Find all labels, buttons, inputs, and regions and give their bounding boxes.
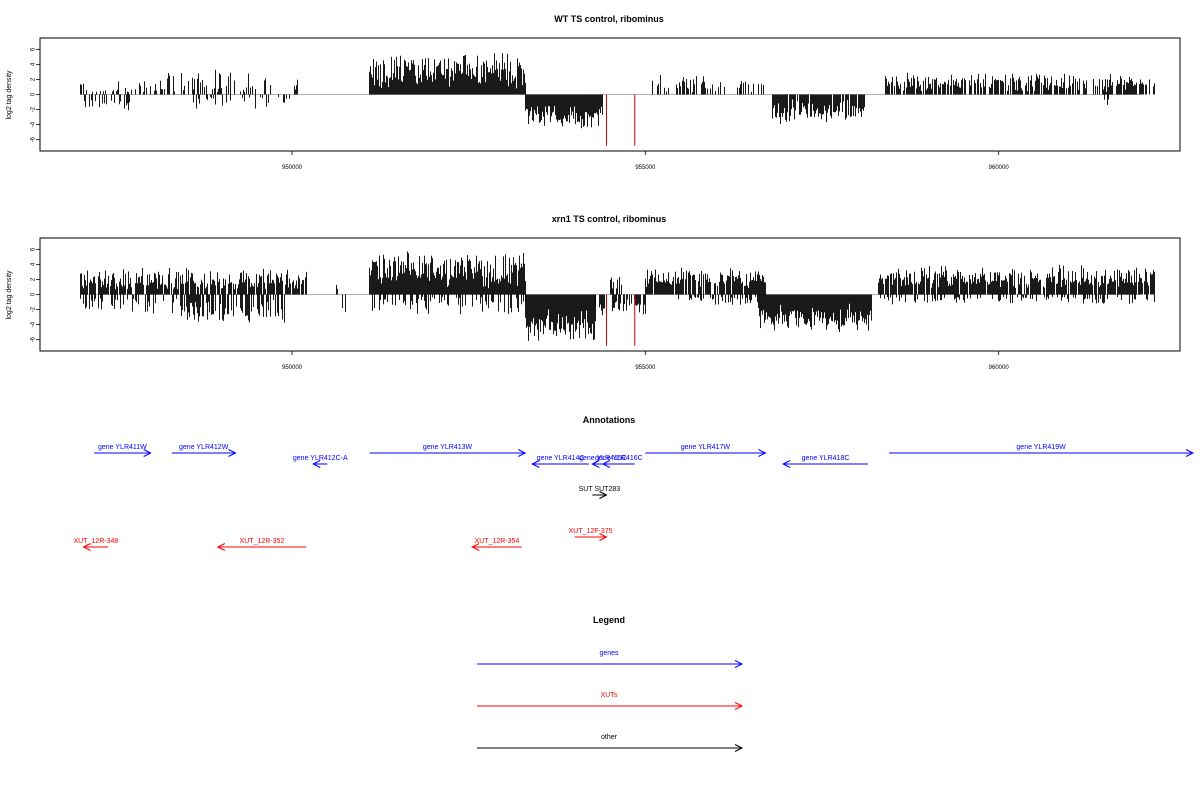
wt-coverage-panel: WT TS control, ribominus log2 tag densit… [6,14,1181,171]
y-tick-label: 6 [31,247,37,251]
feature-label: gene YLR418C [802,455,850,462]
axis-ticks: -6 -4 -2 0 2 4 6 950000 955000 960000 [31,247,1010,371]
feature-arrowhead [216,543,226,551]
legend-label: genes [599,650,619,657]
feature-label: gene YLR412W [179,444,229,451]
feature-label: gene YLR415C [579,455,627,462]
y-tick-label: 4 [31,262,37,266]
feature-list: gene YLR411W gene YLR412W gene YLR412C-A ge… [74,444,1195,551]
feature-label: gene YLR416C [595,455,643,462]
y-tick-label: 0 [31,92,37,96]
legend-arrowhead [734,744,744,752]
feature-label: gene YLR413W [423,444,473,451]
feature-arrowhead [599,533,608,541]
x-tick-label: 955000 [635,365,656,371]
feature-arrowhead [312,460,321,468]
coverage-bars [80,251,1155,346]
y-axis-label: log2 tag density [6,70,13,120]
x-tick-label: 950000 [282,165,303,171]
legend-items: genes XUTs other [477,650,744,752]
x-tick-label: 955000 [635,165,656,171]
legend: Legend genes XUTs other [477,615,744,752]
feature-label: gene YLR417W [681,444,731,451]
feature-arrowhead [143,449,152,457]
y-tick-label: -4 [31,321,37,327]
feature-label: gene YLR411W [98,444,147,451]
feature-arrowhead [599,491,608,499]
y-tick-label: -6 [31,136,37,142]
feature-label: XUT_12R-352 [240,538,285,545]
feature-arrowhead [531,460,540,468]
feature-arrowhead [782,460,791,468]
y-tick-label: 2 [31,77,37,81]
panel-title: WT TS control, ribominus [554,14,664,24]
y-tick-label: 0 [31,292,37,296]
feature-label: XUT_12F-375 [569,528,613,535]
y-tick-label: -2 [31,306,37,312]
feature-arrowhead [471,543,480,551]
feature-arrowhead [82,543,91,551]
annotations-track: Annotations gene YLR411W gene YLR412Wgene… [74,415,1195,551]
annotations-title: Annotations [583,415,636,425]
y-axis-label: log2 tag density [6,270,13,320]
legend-label: other [601,734,618,741]
feature-arrowhead [228,449,237,457]
legend-arrowhead [734,660,744,668]
y-tick-label: 4 [31,62,37,66]
feature-label: XUT_12R-348 [74,538,119,545]
coverage-bars [80,53,1155,146]
panel-title: xrn1 TS control, ribominus [552,214,667,224]
x-tick-label: 950000 [282,365,303,371]
axis-ticks: -6 -4 -2 0 2 4 6 950000 955000 960000 [31,47,1010,171]
y-tick-label: 6 [31,47,37,51]
feature-arrowhead [591,460,600,468]
feature-label: gene YLR412C-A [293,455,348,462]
feature-label: gene YLR414C [537,455,585,462]
y-tick-label: -6 [31,336,37,342]
x-tick-label: 960000 [989,165,1010,171]
legend-title: Legend [593,615,625,625]
legend-label: XUTs [601,692,618,699]
x-tick-label: 960000 [989,365,1010,371]
feature-label: SUT SUT283 [579,486,621,493]
xrn1-coverage-panel: xrn1 TS control, ribominus log2 tag dens… [6,214,1181,371]
y-tick-label: -2 [31,106,37,112]
feature-arrowhead [517,449,527,457]
y-tick-label: 2 [31,277,37,281]
feature-arrowhead [601,460,611,468]
feature-label: gene YLR419W [1016,444,1066,451]
feature-arrowhead [1185,449,1195,457]
feature-label: XUT_12R-354 [475,538,520,545]
feature-arrowhead [758,449,767,457]
legend-arrowhead [734,702,744,710]
y-tick-label: -4 [31,121,37,127]
